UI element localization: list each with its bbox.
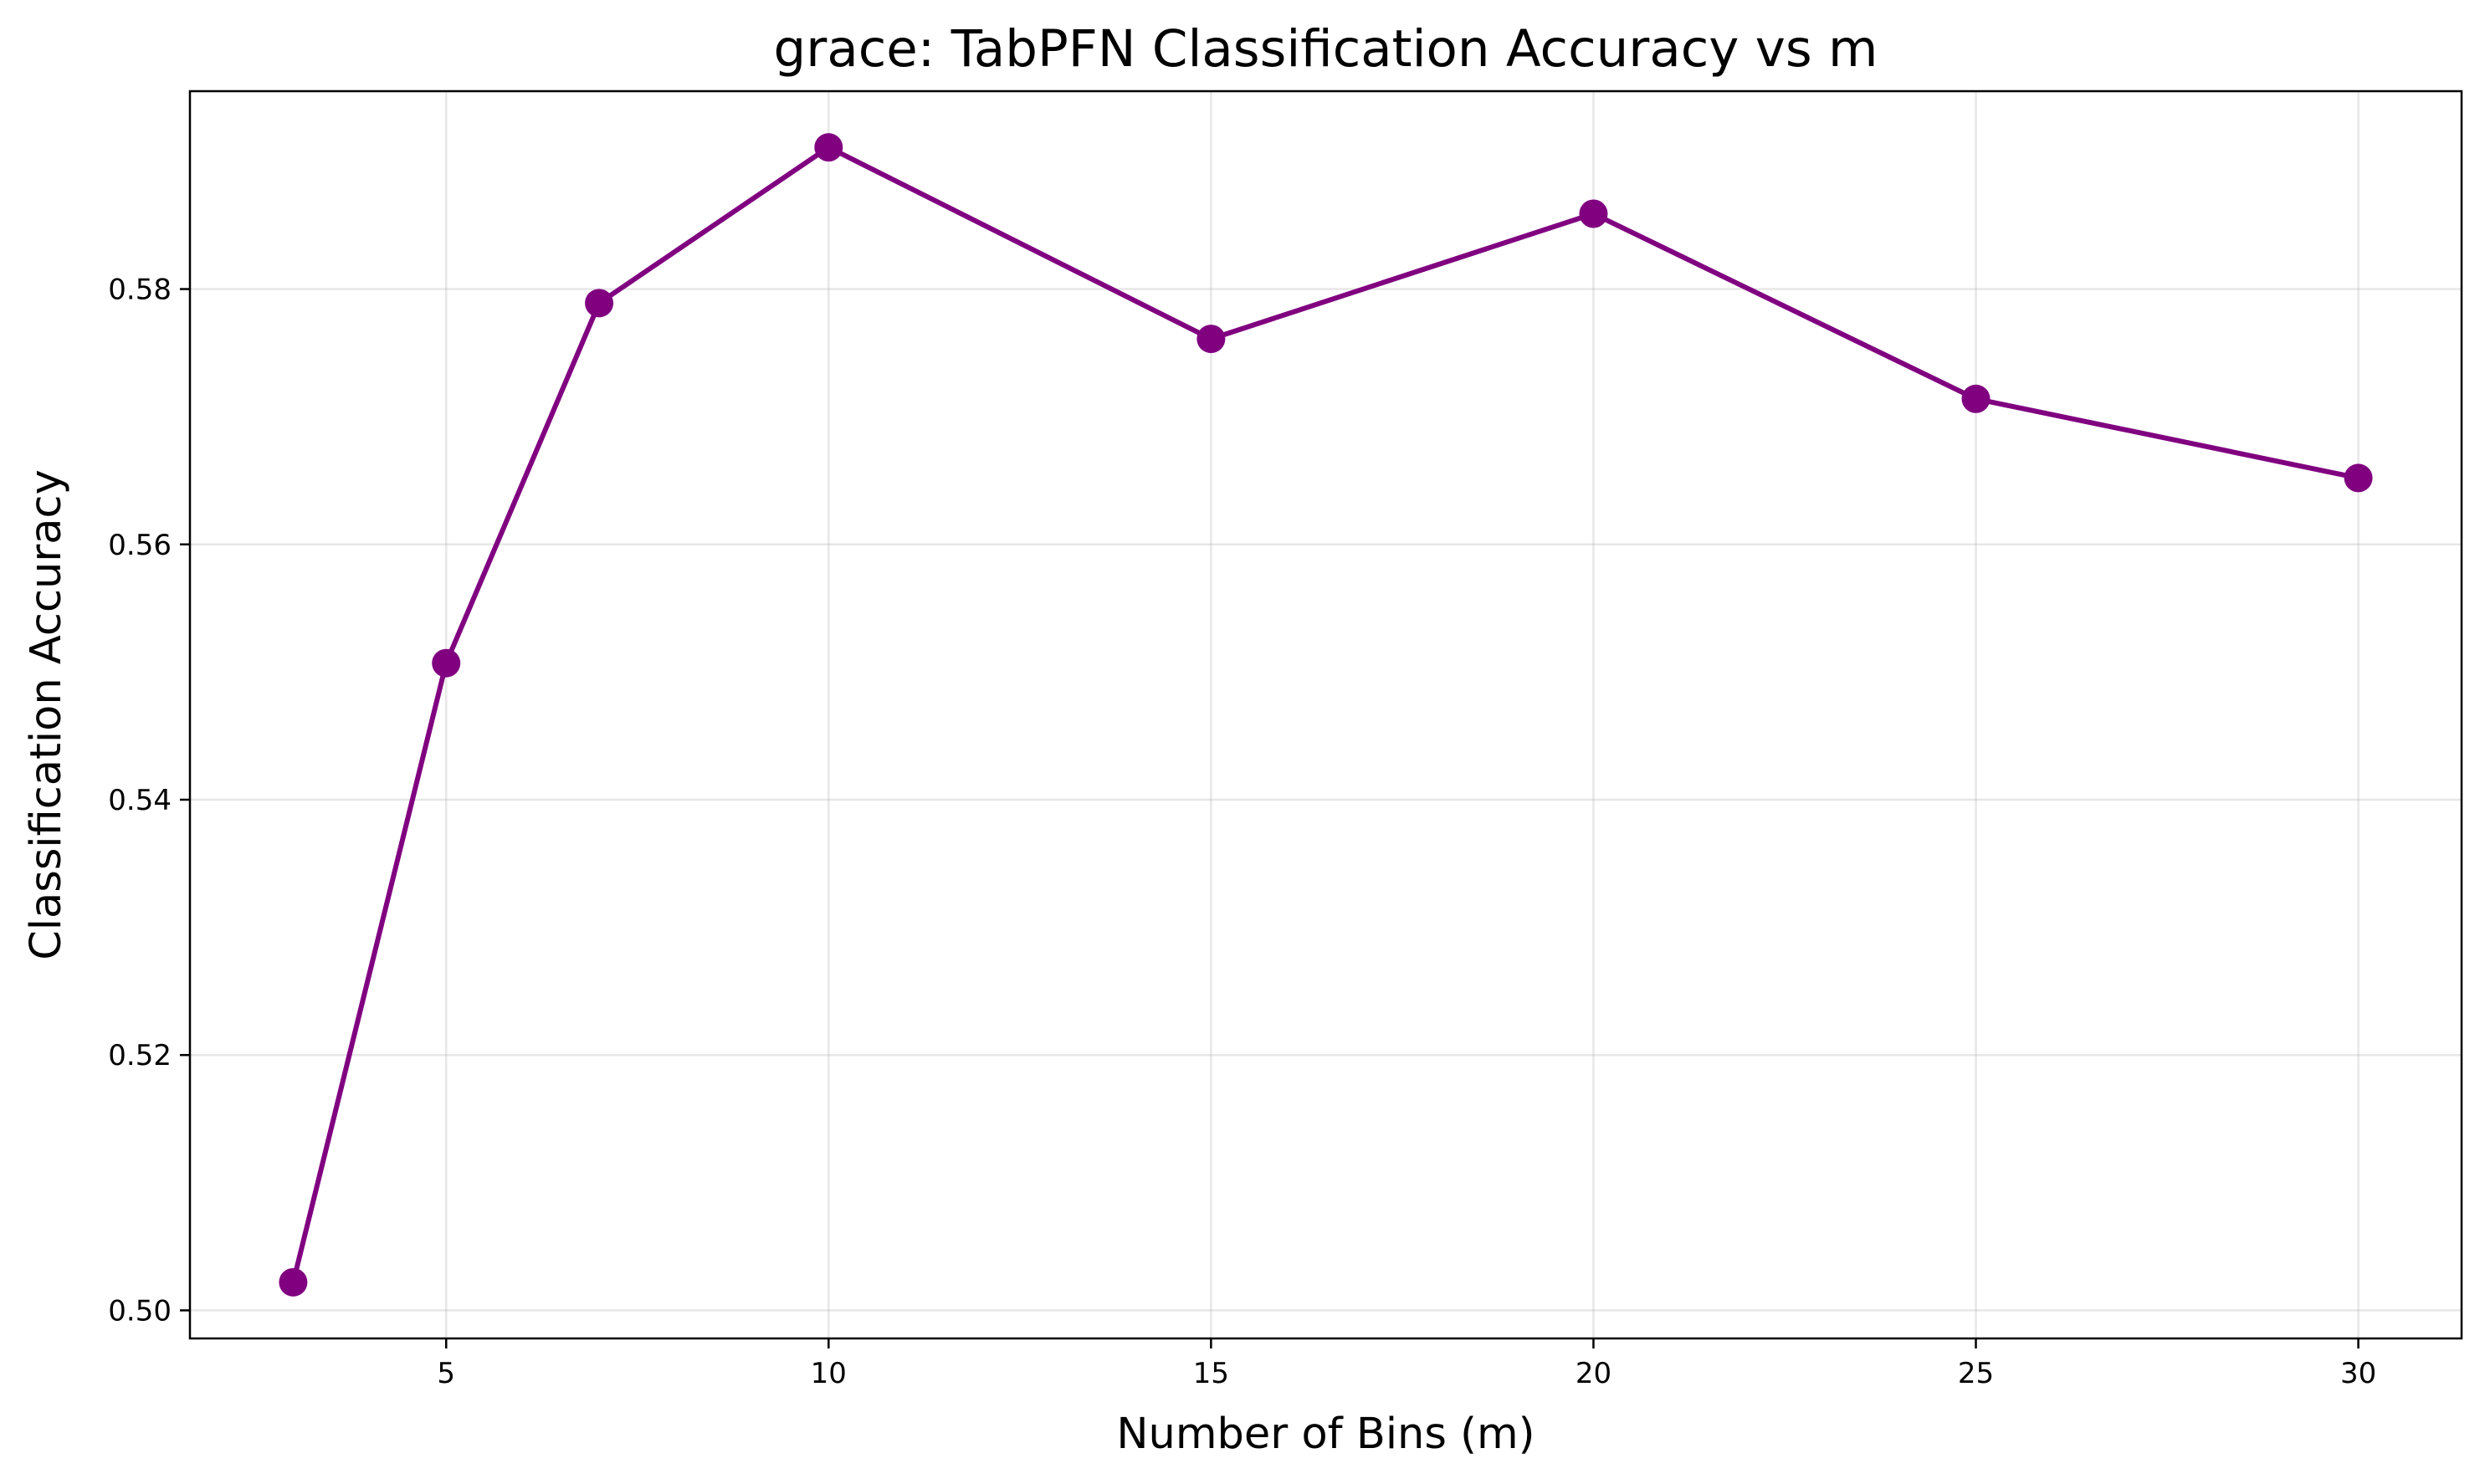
data-point: [1961, 384, 1991, 413]
plot-frame: [188, 90, 2463, 1340]
x-tick-label: 5: [437, 1357, 455, 1390]
data-point: [1579, 199, 1608, 228]
y-tick-label: 0.58: [108, 274, 172, 307]
data-point: [432, 648, 461, 678]
y-tick-label: 0.54: [108, 784, 172, 817]
x-tick-label: 15: [1193, 1357, 1229, 1390]
y-tick-label: 0.50: [108, 1294, 172, 1328]
series-line: [290, 145, 2361, 1285]
y-tick-label: 0.56: [108, 529, 172, 562]
x-tick-label: 20: [1576, 1357, 1611, 1390]
x-axis: 5 10 15 20 25 30: [437, 1338, 2376, 1390]
y-tick-label: 0.52: [108, 1039, 172, 1072]
x-tick-label: 25: [1958, 1357, 1994, 1390]
data-point: [2344, 463, 2373, 493]
chart-title: grace: TabPFN Classification Accuracy vs…: [774, 19, 1878, 79]
data-point: [1196, 325, 1226, 354]
data-point: [279, 1267, 308, 1297]
data-point: [814, 133, 843, 162]
data-point: [585, 289, 614, 318]
grid: [190, 91, 2462, 1338]
x-tick-label: 10: [811, 1357, 847, 1390]
y-axis: 0.50 0.52 0.54 0.56 0.58: [108, 274, 190, 1328]
series-layer: [279, 133, 2373, 1297]
x-tick-label: 30: [2340, 1357, 2376, 1390]
y-axis-label: Classification Accuracy: [22, 469, 71, 960]
x-axis-label: Number of Bins (m): [1116, 1410, 1535, 1459]
